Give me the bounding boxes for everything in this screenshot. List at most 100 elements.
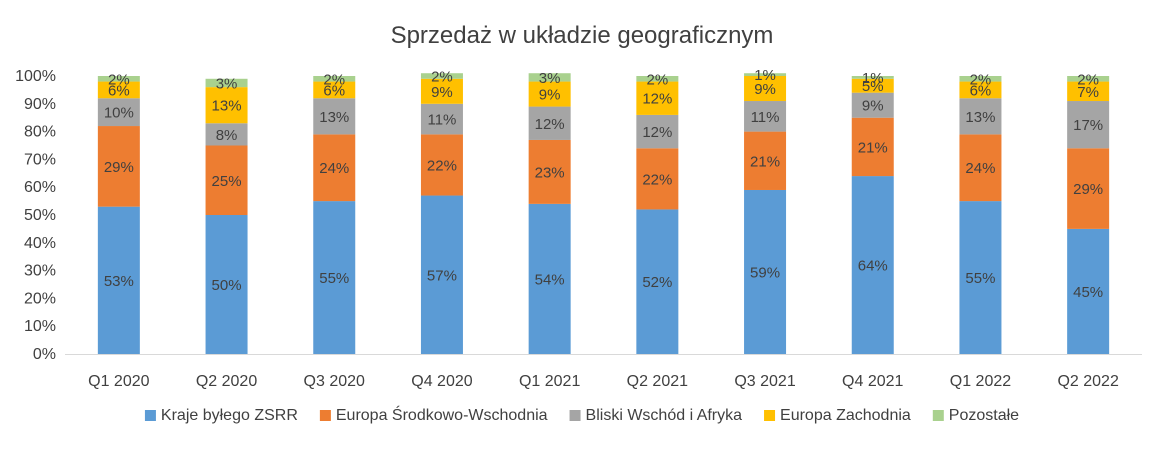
legend-swatch bbox=[144, 410, 156, 421]
bar-segment bbox=[420, 78, 463, 104]
bar-segment bbox=[528, 106, 571, 140]
y-tick-label: 50% bbox=[24, 207, 56, 224]
data-label: 9% bbox=[431, 84, 453, 101]
bar-segment bbox=[97, 206, 140, 354]
bar-segment bbox=[313, 98, 356, 135]
data-label: 52% bbox=[642, 274, 672, 291]
data-label: 2% bbox=[647, 71, 669, 88]
bar-segment bbox=[636, 148, 679, 210]
legend-label: Kraje byłego ZSRR bbox=[161, 407, 298, 424]
bars-group bbox=[97, 73, 1110, 354]
bar-segment bbox=[1067, 228, 1110, 354]
data-label: 6% bbox=[970, 82, 992, 99]
bar-segment bbox=[205, 123, 248, 146]
data-label: 1% bbox=[754, 67, 776, 84]
bar-segment bbox=[851, 76, 894, 79]
data-label: 55% bbox=[965, 270, 995, 287]
x-tick-label: Q4 2021 bbox=[842, 373, 903, 390]
bar-segment bbox=[959, 134, 1002, 202]
x-tick-label: Q3 2020 bbox=[304, 373, 365, 390]
data-label: 5% bbox=[862, 78, 884, 95]
data-label: 17% bbox=[1073, 117, 1103, 134]
bar-segment bbox=[636, 76, 679, 82]
legend-item: Bliski Wschód i Afryka bbox=[569, 407, 743, 424]
bar-segment bbox=[97, 81, 140, 99]
data-label: 11% bbox=[751, 109, 780, 126]
y-tick-label: 30% bbox=[24, 263, 56, 280]
y-tick-label: 60% bbox=[24, 179, 56, 196]
bar-segment bbox=[528, 73, 571, 82]
data-label: 6% bbox=[323, 82, 345, 99]
data-label: 2% bbox=[1077, 71, 1099, 88]
data-label: 22% bbox=[642, 171, 672, 188]
data-label: 53% bbox=[104, 273, 134, 290]
bar-segment bbox=[205, 87, 248, 124]
legend-label: Pozostałe bbox=[949, 407, 1019, 424]
bar-segment bbox=[851, 92, 894, 118]
x-tick-label: Q2 2022 bbox=[1057, 373, 1118, 390]
data-labels-group: 53%29%10%6%2%50%25%8%13%3%55%24%13%6%2%5… bbox=[104, 67, 1103, 301]
bar-segment bbox=[420, 103, 463, 135]
y-axis: 0% 10% 20% 30% 40% 50% 60% 70% 80% 90% 100% bbox=[15, 68, 56, 363]
data-label: 13% bbox=[212, 98, 242, 115]
bar-segment bbox=[528, 81, 571, 107]
data-label: 24% bbox=[965, 160, 995, 177]
y-tick-label: 70% bbox=[24, 151, 56, 168]
y-tick-label: 0% bbox=[33, 346, 56, 363]
data-label: 3% bbox=[539, 70, 561, 87]
data-label: 45% bbox=[1073, 284, 1103, 301]
data-label: 13% bbox=[965, 109, 995, 126]
legend-item: Pozostałe bbox=[932, 407, 1019, 424]
x-tick-label: Q1 2020 bbox=[88, 373, 149, 390]
data-label: 2% bbox=[323, 71, 345, 88]
bar-segment bbox=[420, 134, 463, 196]
bar-segment bbox=[851, 176, 894, 354]
legend-swatch bbox=[319, 410, 331, 421]
data-label: 3% bbox=[216, 75, 238, 92]
legend-label: Europa Zachodnia bbox=[780, 407, 911, 424]
bar-segment bbox=[313, 76, 356, 82]
bar-segment bbox=[744, 189, 787, 354]
legend-item: Europa Środkowo-Wschodnia bbox=[319, 405, 548, 424]
bar-segment bbox=[636, 81, 679, 115]
bar-segment bbox=[851, 78, 894, 93]
x-tick-label: Q2 2021 bbox=[627, 373, 688, 390]
data-label: 64% bbox=[858, 258, 888, 275]
bar-segment bbox=[959, 98, 1002, 135]
data-label: 11% bbox=[427, 112, 456, 129]
bar-segment bbox=[851, 117, 894, 177]
data-label: 2% bbox=[970, 71, 992, 88]
x-tick-label: Q3 2021 bbox=[734, 373, 795, 390]
y-tick-label: 80% bbox=[24, 124, 56, 141]
bar-segment bbox=[313, 81, 356, 99]
legend-swatch bbox=[932, 410, 944, 421]
data-label: 21% bbox=[858, 139, 888, 156]
bar-segment bbox=[744, 76, 787, 102]
data-label: 2% bbox=[431, 69, 453, 86]
data-label: 9% bbox=[754, 81, 776, 98]
data-label: 59% bbox=[750, 264, 780, 281]
data-label: 55% bbox=[319, 270, 349, 287]
data-label: 7% bbox=[1077, 84, 1099, 101]
bar-segment bbox=[1067, 148, 1110, 229]
bar-segment bbox=[1067, 81, 1110, 102]
data-label: 12% bbox=[642, 124, 672, 141]
y-tick-label: 10% bbox=[24, 318, 56, 335]
data-label: 1% bbox=[862, 70, 884, 87]
y-tick-label: 20% bbox=[24, 290, 56, 307]
x-tick-label: Q4 2020 bbox=[411, 373, 472, 390]
legend-label: Bliski Wschód i Afryka bbox=[586, 407, 743, 424]
bar-segment bbox=[528, 203, 571, 354]
data-label: 12% bbox=[535, 116, 565, 133]
data-label: 8% bbox=[216, 127, 238, 144]
bar-segment bbox=[420, 195, 463, 354]
bar-segment bbox=[205, 145, 248, 215]
x-tick-label: Q2 2020 bbox=[196, 373, 257, 390]
bar-segment bbox=[744, 101, 787, 132]
bar-segment bbox=[959, 201, 1002, 354]
legend-item: Kraje byłego ZSRR bbox=[144, 407, 298, 424]
bar-segment bbox=[205, 78, 248, 88]
chart-title: Sprzedaż w układzie geograficznym bbox=[391, 22, 774, 49]
